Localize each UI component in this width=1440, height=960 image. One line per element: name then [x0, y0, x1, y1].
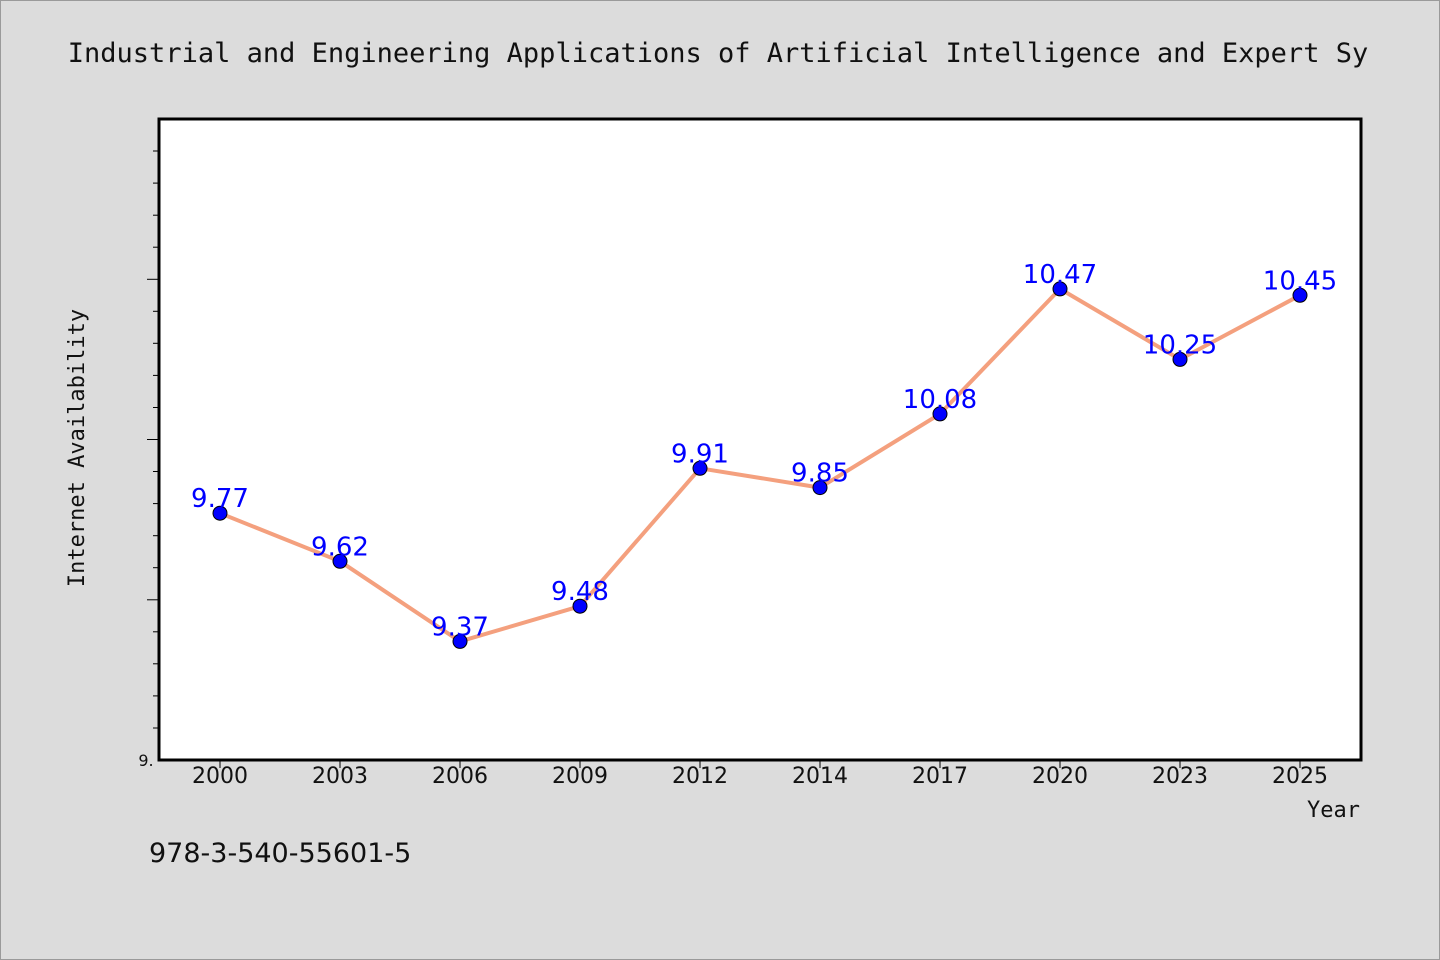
series-line — [219, 286, 1301, 644]
x-tick-label: 2025 — [1272, 764, 1328, 789]
data-label: 10.08 — [903, 385, 977, 415]
data-point — [1292, 287, 1308, 303]
data-label: 9.91 — [671, 439, 729, 469]
data-point — [1172, 351, 1188, 367]
x-tick-label: 2017 — [912, 764, 968, 789]
footer-isbn: 978-3-540-55601-5 — [149, 838, 411, 869]
data-point — [572, 598, 588, 614]
data-label: 9.37 — [431, 612, 489, 642]
data-point — [1052, 281, 1068, 297]
data-label: 10.25 — [1143, 330, 1217, 360]
data-label: 9.62 — [311, 532, 369, 562]
x-tick-label: 2020 — [1032, 764, 1088, 789]
chart-title: Industrial and Engineering Applications … — [68, 38, 1368, 69]
data-label: 10.47 — [1023, 260, 1097, 290]
y-tick-label: 9. — [138, 751, 153, 770]
x-tick-label: 2014 — [792, 764, 848, 789]
series-markers — [212, 281, 1308, 649]
data-point — [212, 505, 228, 521]
y-axis-title: Internet Availability — [65, 309, 90, 587]
data-label: 10.45 — [1263, 266, 1337, 296]
plot-area — [157, 117, 1363, 762]
data-label: 9.85 — [791, 459, 849, 489]
x-axis-ticks — [219, 760, 1301, 768]
data-point — [332, 553, 348, 569]
x-tick-label: 2009 — [552, 764, 608, 789]
data-label: 9.48 — [551, 577, 609, 607]
data-point — [692, 460, 708, 476]
x-tick-label: 2003 — [312, 764, 368, 789]
data-point — [812, 480, 828, 496]
data-label: 9.77 — [191, 484, 249, 514]
data-labels: 9.77 9.62 9.37 9.48 9.91 9.85 10.08 10.47 10.25 1… — [191, 260, 1337, 643]
data-point — [452, 633, 468, 649]
x-tick-label: 2023 — [1152, 764, 1208, 789]
y-axis-ticks — [147, 150, 159, 729]
x-tick-label: 2006 — [432, 764, 488, 789]
x-tick-label: 2000 — [192, 764, 248, 789]
x-tick-label: 2012 — [672, 764, 728, 789]
x-axis-tick-labels: 2000 2003 2006 2009 2012 2014 2017 2020 2023 2025 — [192, 764, 1328, 789]
x-axis-title: Year — [1307, 798, 1360, 823]
data-point — [932, 406, 948, 422]
